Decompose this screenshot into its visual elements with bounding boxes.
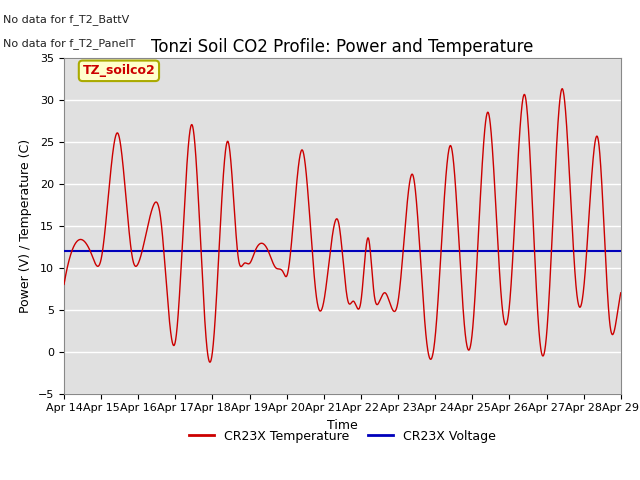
Text: TZ_soilco2: TZ_soilco2 (83, 64, 156, 77)
Legend: CR23X Temperature, CR23X Voltage: CR23X Temperature, CR23X Voltage (184, 425, 501, 448)
X-axis label: Time: Time (327, 419, 358, 432)
Text: No data for f_T2_PanelT: No data for f_T2_PanelT (3, 38, 136, 49)
Title: Tonzi Soil CO2 Profile: Power and Temperature: Tonzi Soil CO2 Profile: Power and Temper… (151, 38, 534, 56)
Text: No data for f_T2_BattV: No data for f_T2_BattV (3, 14, 129, 25)
Y-axis label: Power (V) / Temperature (C): Power (V) / Temperature (C) (19, 139, 33, 312)
